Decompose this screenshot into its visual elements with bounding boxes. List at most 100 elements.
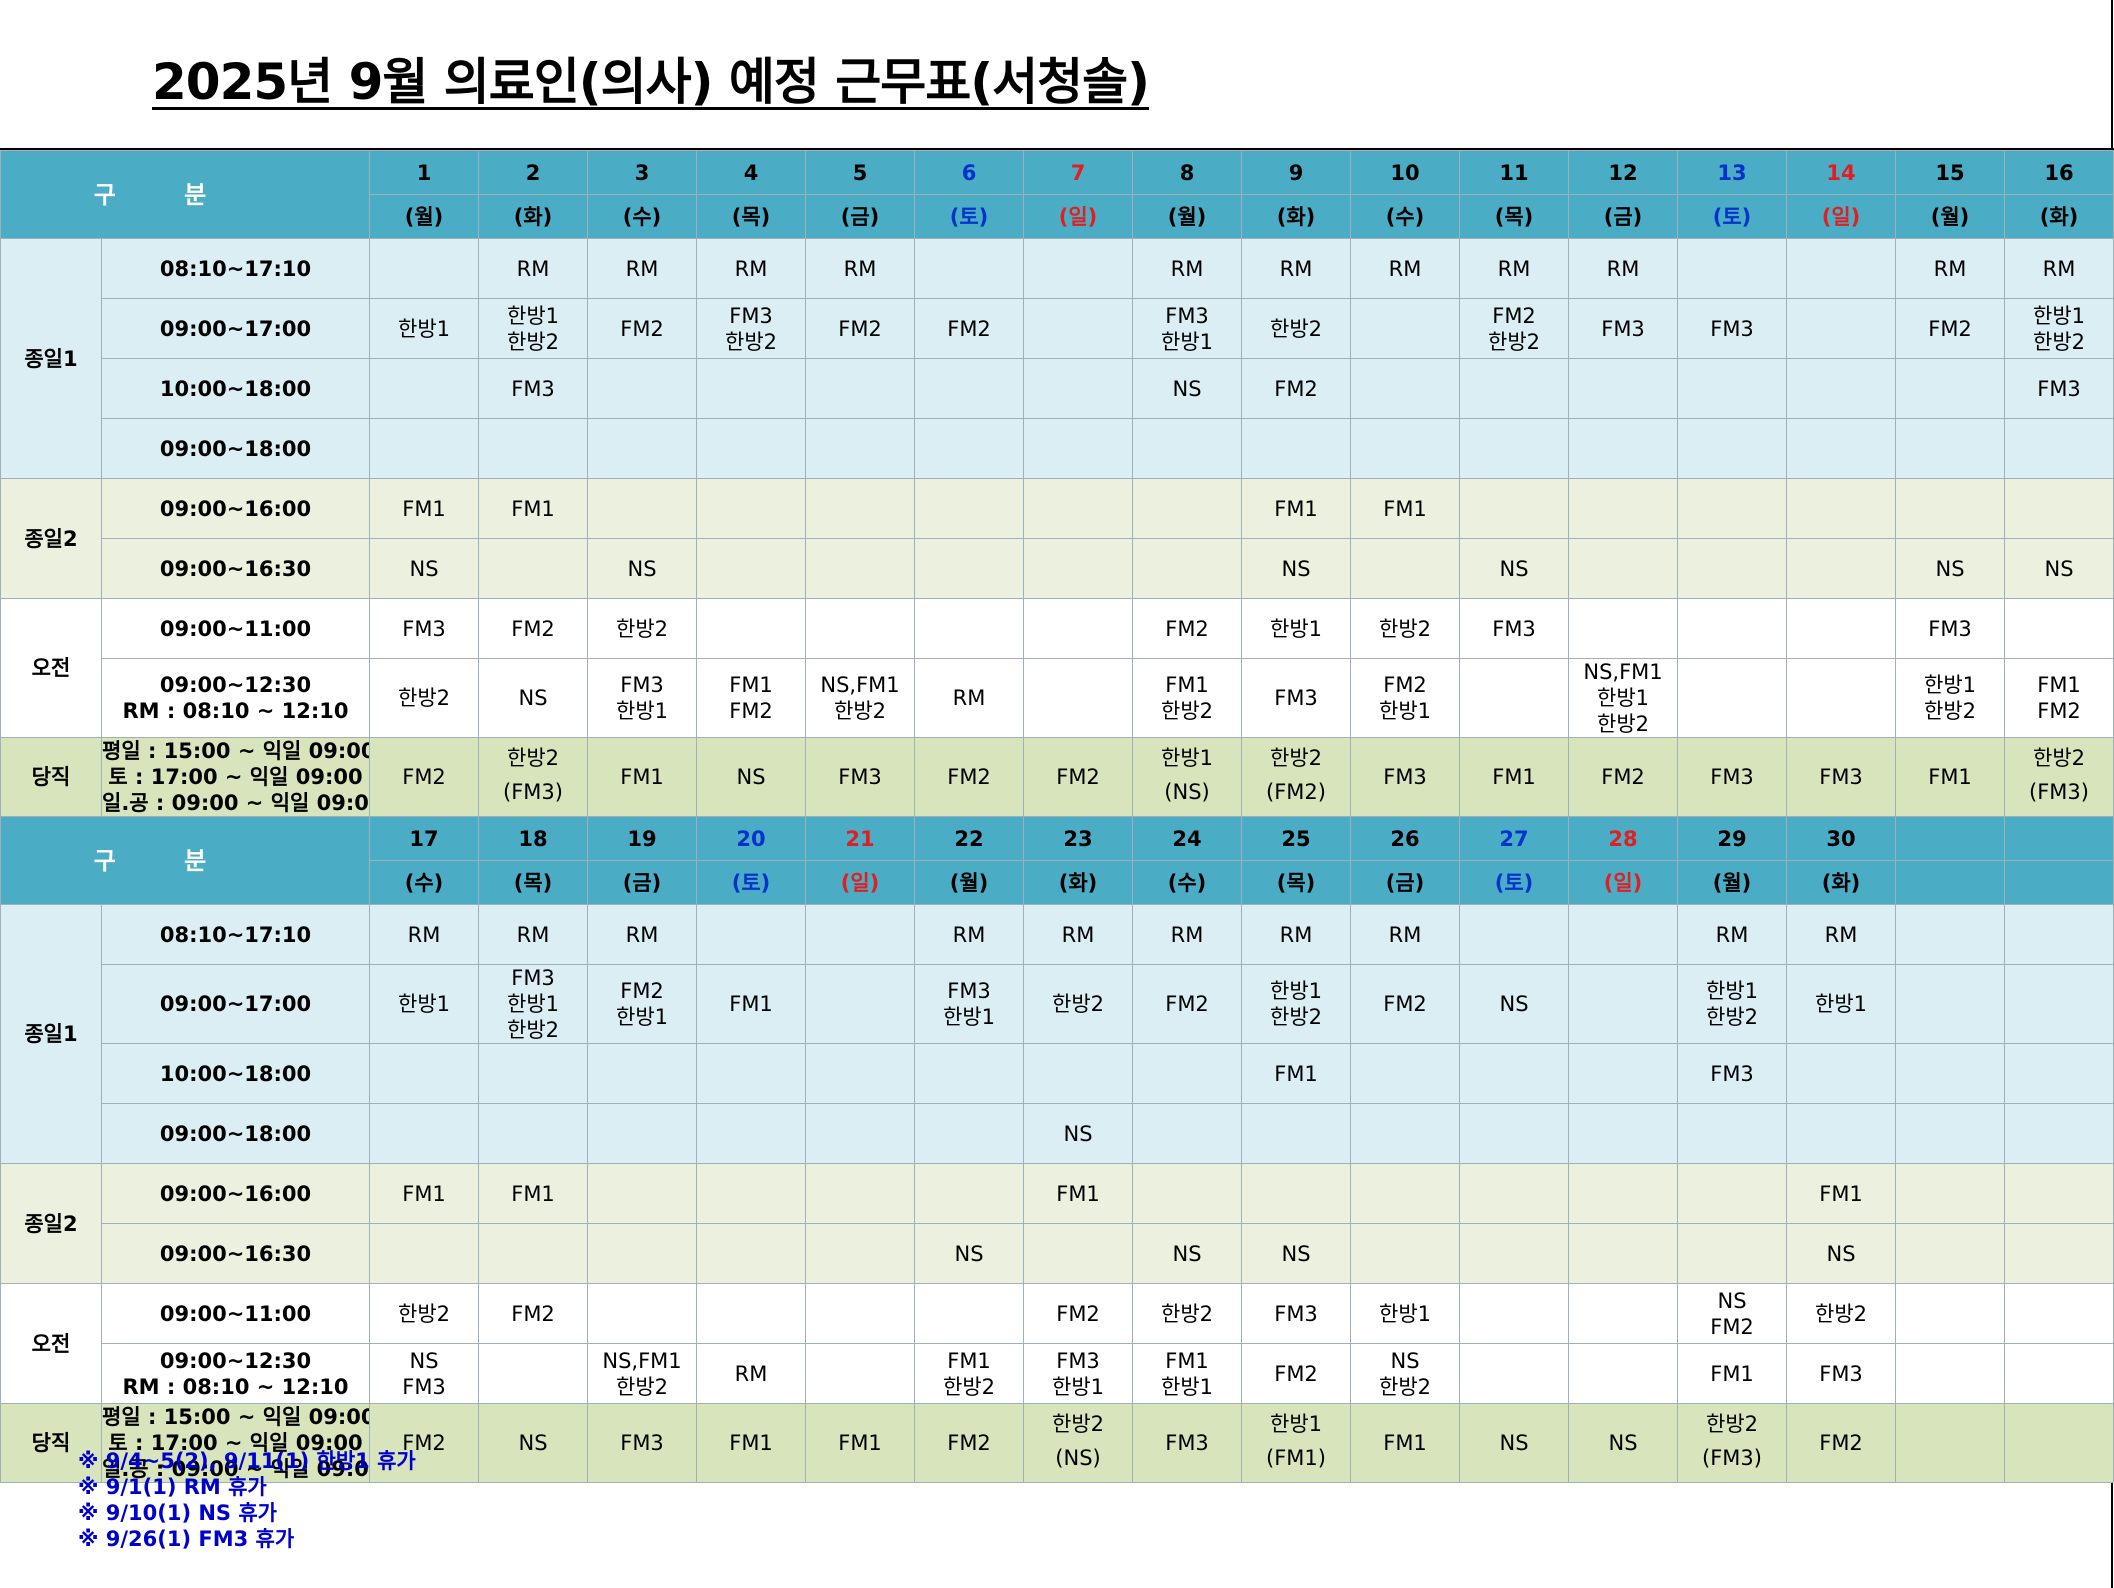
shift-cell: [369, 1223, 480, 1284]
shift-cell: [2004, 1163, 2114, 1224]
schedule-table: 구 분 1 2 3 4 5 6 7 8 9 10 11 12 13 14 15 16 (월) (화) (수) (목) (금…: [0, 150, 2114, 1483]
shift-cell: [1459, 1223, 1570, 1284]
row-dang: 당직 평일 : 15:00 ~ 익일 09:00 토 : 17:00 ~ 익일 09…: [0, 1403, 2114, 1483]
time-label: 09:00~16:30: [159, 556, 312, 581]
cell-line: FM2: [511, 1301, 555, 1326]
shift-cell: 한방2: [1241, 298, 1352, 359]
cell-line: 평일 : 15:00 ~ 익일 09:00: [102, 739, 370, 763]
shift-cell: [696, 478, 807, 539]
shift-cell: FM1: [1241, 1043, 1352, 1104]
weekday-label: (일): [805, 860, 916, 905]
weekday-label: (수): [587, 194, 698, 239]
day-number: 12: [1568, 150, 1679, 195]
shift-cell: RM: [478, 238, 589, 299]
cell-line: 한방2: [1052, 1412, 1105, 1436]
shift-cell: [805, 964, 916, 1044]
shift-cell: FM2: [587, 298, 698, 359]
day-number: 18: [478, 816, 589, 861]
shift-cell: NS: [1895, 538, 2006, 599]
shift-cell: 한방1 한방2: [2004, 298, 2114, 359]
day-number: 15: [1895, 150, 2006, 195]
shift-cell: RM: [696, 238, 807, 299]
shift-cell: FM1: [369, 1163, 480, 1224]
weekday-label: (금): [1568, 194, 1679, 239]
shift-cell: NS: [1132, 358, 1243, 419]
notes: ※ 9/4~5(2), 9/11(1) 한방1 휴가 ※ 9/1(1) RM 휴…: [78, 1448, 416, 1552]
cell-line: FM3: [1710, 316, 1754, 341]
header-row-weekdays: (수) (목) (금) (토) (일) (월) (화) (수) (목) (금) (토) (일) (월)(…: [1, 860, 2114, 905]
shift-cell: FM3: [1459, 598, 1570, 659]
shift-cell: FM1: [1350, 478, 1461, 539]
cell-line: FM1: [729, 673, 773, 697]
shift-cell: FM2: [1568, 737, 1679, 817]
weekday-label: (일): [1786, 194, 1897, 239]
shift-cell: FM2: [369, 737, 480, 817]
shift-cell: [1786, 418, 1897, 479]
shift-cell: FM3: [478, 358, 589, 419]
weekday-label: (화): [1786, 860, 1897, 905]
cell-line: FM1: [947, 1348, 991, 1373]
time-slot: 09:00~18:00: [100, 418, 371, 479]
shift-cell: FM1: [1895, 737, 2006, 817]
shift-cell: [1895, 904, 2006, 965]
shift-cell: FM3 한방1 한방2: [478, 964, 589, 1044]
weekday-label: (금): [1350, 860, 1461, 905]
shift-cell: FM2 한방1: [1350, 658, 1461, 738]
shift-cell: [1568, 1043, 1679, 1104]
shift-cell: [914, 418, 1025, 479]
shift-cell: [1459, 1043, 1570, 1104]
cell-line: (FM3): [1702, 1446, 1762, 1470]
shift-cell: [914, 358, 1025, 419]
shift-cell: [1568, 1103, 1679, 1164]
page-title: 2025년 9월 의료인(의사) 예정 근무표(서청솔): [152, 53, 1150, 111]
header-row-weekdays: (월) (화) (수) (목) (금) (토) (일) (월) (화) (수) (목) (금) (토)(…: [1, 194, 2114, 239]
shift-cell: [1568, 904, 1679, 965]
shift-cell: [587, 418, 698, 479]
weekday-label: (월): [1677, 860, 1788, 905]
day-number: 5: [805, 150, 916, 195]
shift-cell: FM2: [1786, 1403, 1897, 1483]
weekday-label: (월): [1132, 194, 1243, 239]
cell-line: 한방1: [1379, 699, 1432, 723]
cell-line: NS: [518, 1431, 548, 1455]
cell-line: 한방1: [2033, 303, 2086, 328]
shift-cell: [1132, 1103, 1243, 1164]
group-jong2: 종일2: [0, 478, 102, 599]
row-r5: 종일2 09:00~16:00 FM1 FM1 FM1 FM1: [0, 1163, 2114, 1284]
shift-cell: FM2: [914, 1403, 1025, 1483]
shift-cell: [1023, 418, 1134, 479]
cell-line: FM2: [838, 316, 882, 341]
cell-line: FM3: [1056, 1348, 1100, 1373]
shift-cell: FM2: [1350, 964, 1461, 1044]
shift-cell: [1568, 1283, 1679, 1344]
shift-cell: 한방2 (FM3): [2004, 737, 2114, 817]
cell-line: NS: [1499, 1431, 1529, 1455]
day-number: 16: [2004, 150, 2114, 195]
shift-cell: [1350, 358, 1461, 419]
shift-cell: [1786, 598, 1897, 659]
shift-cell: [2004, 1343, 2114, 1404]
cell-line: FM3: [620, 673, 664, 697]
cell-line: 한방1: [616, 699, 669, 723]
shift-cell: FM1: [805, 1403, 916, 1483]
shift-cell: FM2: [1023, 1283, 1134, 1344]
cell-line: FM2: [1710, 1314, 1754, 1339]
shift-cell: [369, 1043, 480, 1104]
cell-line: 토 : 17:00 ~ 익일 09:00: [108, 1431, 363, 1455]
cell-line: 한방2: [1597, 712, 1650, 736]
day-number: [2004, 816, 2114, 861]
group-jong2: 종일2: [0, 1163, 102, 1284]
cell-line: NS: [1608, 1431, 1638, 1455]
day-number: 19: [587, 816, 698, 861]
shift-cell: [1786, 1103, 1897, 1164]
shift-cell: RM: [1677, 904, 1788, 965]
cell-line: 한방1: [1270, 979, 1323, 1003]
shift-cell: [1023, 298, 1134, 359]
cell-line: FM1: [2037, 673, 2081, 697]
weekday-label: (월): [914, 860, 1025, 905]
shift-cell: 한방1 한방2: [1895, 658, 2006, 738]
shift-cell: 한방1: [369, 964, 480, 1044]
cell-line: FM2: [1056, 1301, 1100, 1326]
shift-cell: [369, 418, 480, 479]
time-label: 09:00~16:00: [159, 496, 312, 521]
